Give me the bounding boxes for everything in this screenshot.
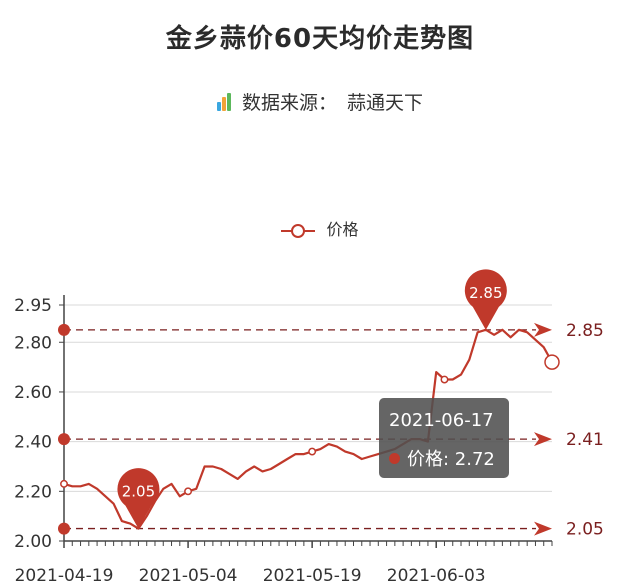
- source-label: 数据来源：: [241, 92, 337, 114]
- y-tick-label: 2.60: [14, 383, 52, 403]
- legend-line-icon: [281, 224, 316, 238]
- mark-point-label: 2.05: [122, 483, 155, 501]
- mark-point-pin: 2.85: [464, 269, 507, 330]
- mark-line-label: 2.85: [566, 321, 604, 341]
- x-tick-label: 2021-05-19: [263, 566, 362, 586]
- bar-chart-icon: [216, 93, 232, 116]
- tooltip-row: 价格: 2.72: [389, 445, 495, 471]
- y-tick-label: 2.95: [14, 296, 52, 316]
- mark-line-label: 2.41: [566, 430, 604, 450]
- mark-point-label: 2.85: [469, 284, 502, 302]
- mark-point-shape: [117, 468, 160, 529]
- mark-line-arrow: [534, 521, 552, 536]
- y-tick-label: 2.20: [14, 482, 52, 502]
- x-tick-label: 2021-06-03: [387, 566, 486, 586]
- mark-line-start-dot: [58, 323, 70, 336]
- chart-title: 金乡蒜价60天均价走势图: [165, 24, 475, 54]
- x-tick-label: 2021-05-04: [139, 566, 238, 586]
- tooltip-label: 价格: [407, 449, 443, 470]
- source-name: 蒜通天下: [347, 92, 424, 114]
- mark-point-shape: [464, 269, 507, 330]
- x-tick-label: 2021-04-19: [15, 566, 114, 586]
- data-source: 数据来源： 蒜通天下: [0, 88, 640, 116]
- tooltip-date: 2021-06-17: [389, 410, 494, 431]
- y-tick-label: 2.40: [14, 433, 52, 453]
- mark-line-arrow: [534, 432, 552, 447]
- tooltip-separator: :: [443, 449, 455, 470]
- data-point: [308, 447, 317, 456]
- mark-line-label: 2.05: [566, 520, 604, 540]
- tooltip: 2021-06-17 价格: 2.72: [379, 398, 509, 478]
- mark-line-arrow: [534, 322, 552, 337]
- legend-label: 价格: [326, 220, 359, 239]
- mark-line-start-dot: [58, 433, 70, 446]
- series-line: [63, 328, 553, 530]
- legend[interactable]: 价格: [0, 216, 640, 240]
- data-point: [184, 487, 193, 496]
- data-point: [60, 479, 68, 488]
- mark-point-pin: 2.05: [117, 468, 160, 529]
- data-point: [440, 375, 449, 384]
- tooltip-value: 2.72: [454, 449, 495, 470]
- mark-line-start-dot: [58, 522, 70, 535]
- tooltip-dot: [389, 453, 400, 464]
- data-point: [544, 354, 560, 370]
- y-tick-label: 2.80: [14, 333, 52, 353]
- y-tick-label: 2.00: [14, 532, 52, 552]
